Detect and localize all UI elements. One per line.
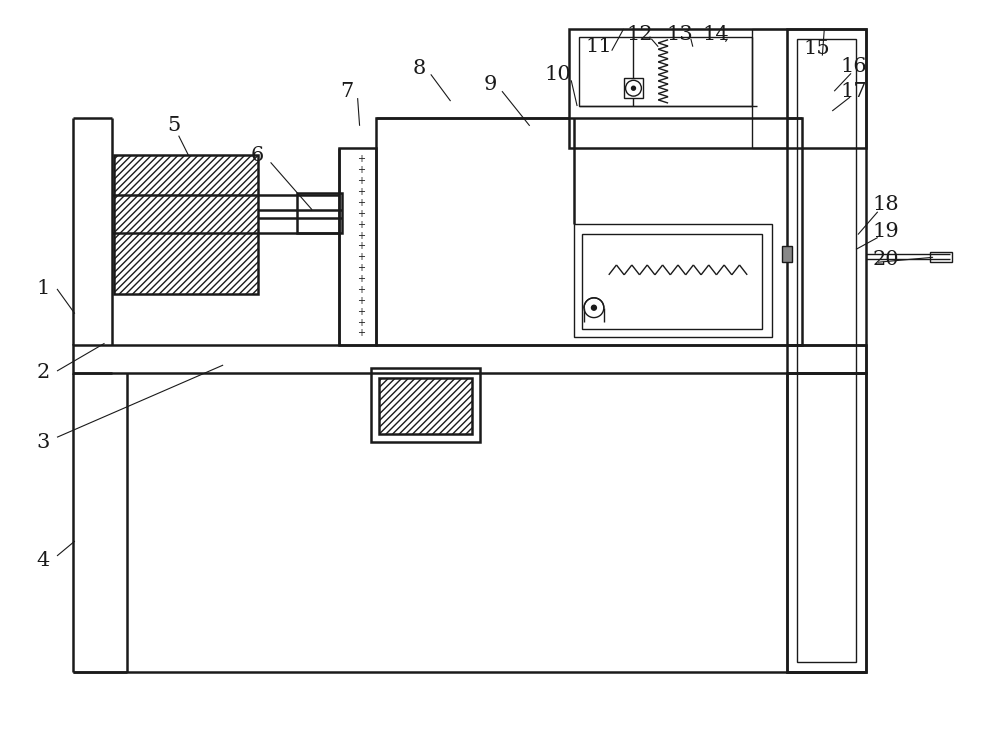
Text: +: + bbox=[357, 187, 365, 197]
Bar bbox=[73, 345, 866, 373]
Bar bbox=[339, 148, 376, 345]
Bar bbox=[114, 155, 258, 294]
Text: 20: 20 bbox=[872, 250, 899, 269]
Text: +: + bbox=[357, 253, 365, 262]
Bar bbox=[297, 193, 342, 233]
Bar bbox=[569, 29, 866, 148]
Text: 1: 1 bbox=[36, 279, 50, 299]
Text: +: + bbox=[357, 241, 365, 251]
Text: 12: 12 bbox=[626, 25, 653, 45]
Text: 5: 5 bbox=[167, 117, 180, 135]
Text: 2: 2 bbox=[37, 363, 50, 383]
Bar bbox=[930, 253, 952, 262]
Text: 6: 6 bbox=[251, 146, 264, 165]
Bar bbox=[376, 118, 802, 345]
Text: +: + bbox=[357, 155, 365, 164]
Text: +: + bbox=[357, 198, 365, 208]
Text: +: + bbox=[357, 285, 365, 295]
Text: 17: 17 bbox=[841, 82, 867, 101]
Text: +: + bbox=[357, 274, 365, 284]
Text: +: + bbox=[357, 220, 365, 230]
Text: 11: 11 bbox=[586, 37, 612, 56]
Text: +: + bbox=[357, 296, 365, 306]
Text: 8: 8 bbox=[412, 59, 426, 78]
Bar bbox=[582, 233, 762, 329]
Text: +: + bbox=[357, 209, 365, 218]
Bar bbox=[371, 368, 480, 442]
Text: +: + bbox=[357, 317, 365, 328]
Text: 14: 14 bbox=[702, 25, 729, 45]
Text: +: + bbox=[357, 165, 365, 175]
Text: 7: 7 bbox=[340, 82, 353, 101]
Text: 4: 4 bbox=[37, 551, 50, 571]
Bar bbox=[574, 224, 772, 337]
Circle shape bbox=[591, 305, 596, 310]
Bar bbox=[782, 247, 792, 262]
Circle shape bbox=[632, 86, 635, 90]
Text: +: + bbox=[357, 230, 365, 241]
Text: +: + bbox=[357, 307, 365, 317]
Text: 19: 19 bbox=[872, 222, 899, 241]
Bar bbox=[579, 37, 752, 106]
Bar bbox=[752, 29, 787, 148]
Text: 18: 18 bbox=[872, 195, 899, 215]
Text: 13: 13 bbox=[667, 25, 693, 45]
Text: 9: 9 bbox=[483, 75, 497, 94]
Text: +: + bbox=[357, 263, 365, 273]
Bar bbox=[797, 39, 856, 662]
Text: +: + bbox=[357, 328, 365, 338]
Bar bbox=[624, 78, 643, 98]
Bar bbox=[379, 378, 472, 435]
Text: 15: 15 bbox=[803, 39, 830, 58]
Text: 3: 3 bbox=[36, 432, 50, 452]
Text: 10: 10 bbox=[544, 65, 571, 84]
Text: +: + bbox=[357, 176, 365, 186]
Bar bbox=[787, 29, 866, 672]
Text: 16: 16 bbox=[841, 57, 867, 76]
Bar bbox=[787, 373, 866, 672]
